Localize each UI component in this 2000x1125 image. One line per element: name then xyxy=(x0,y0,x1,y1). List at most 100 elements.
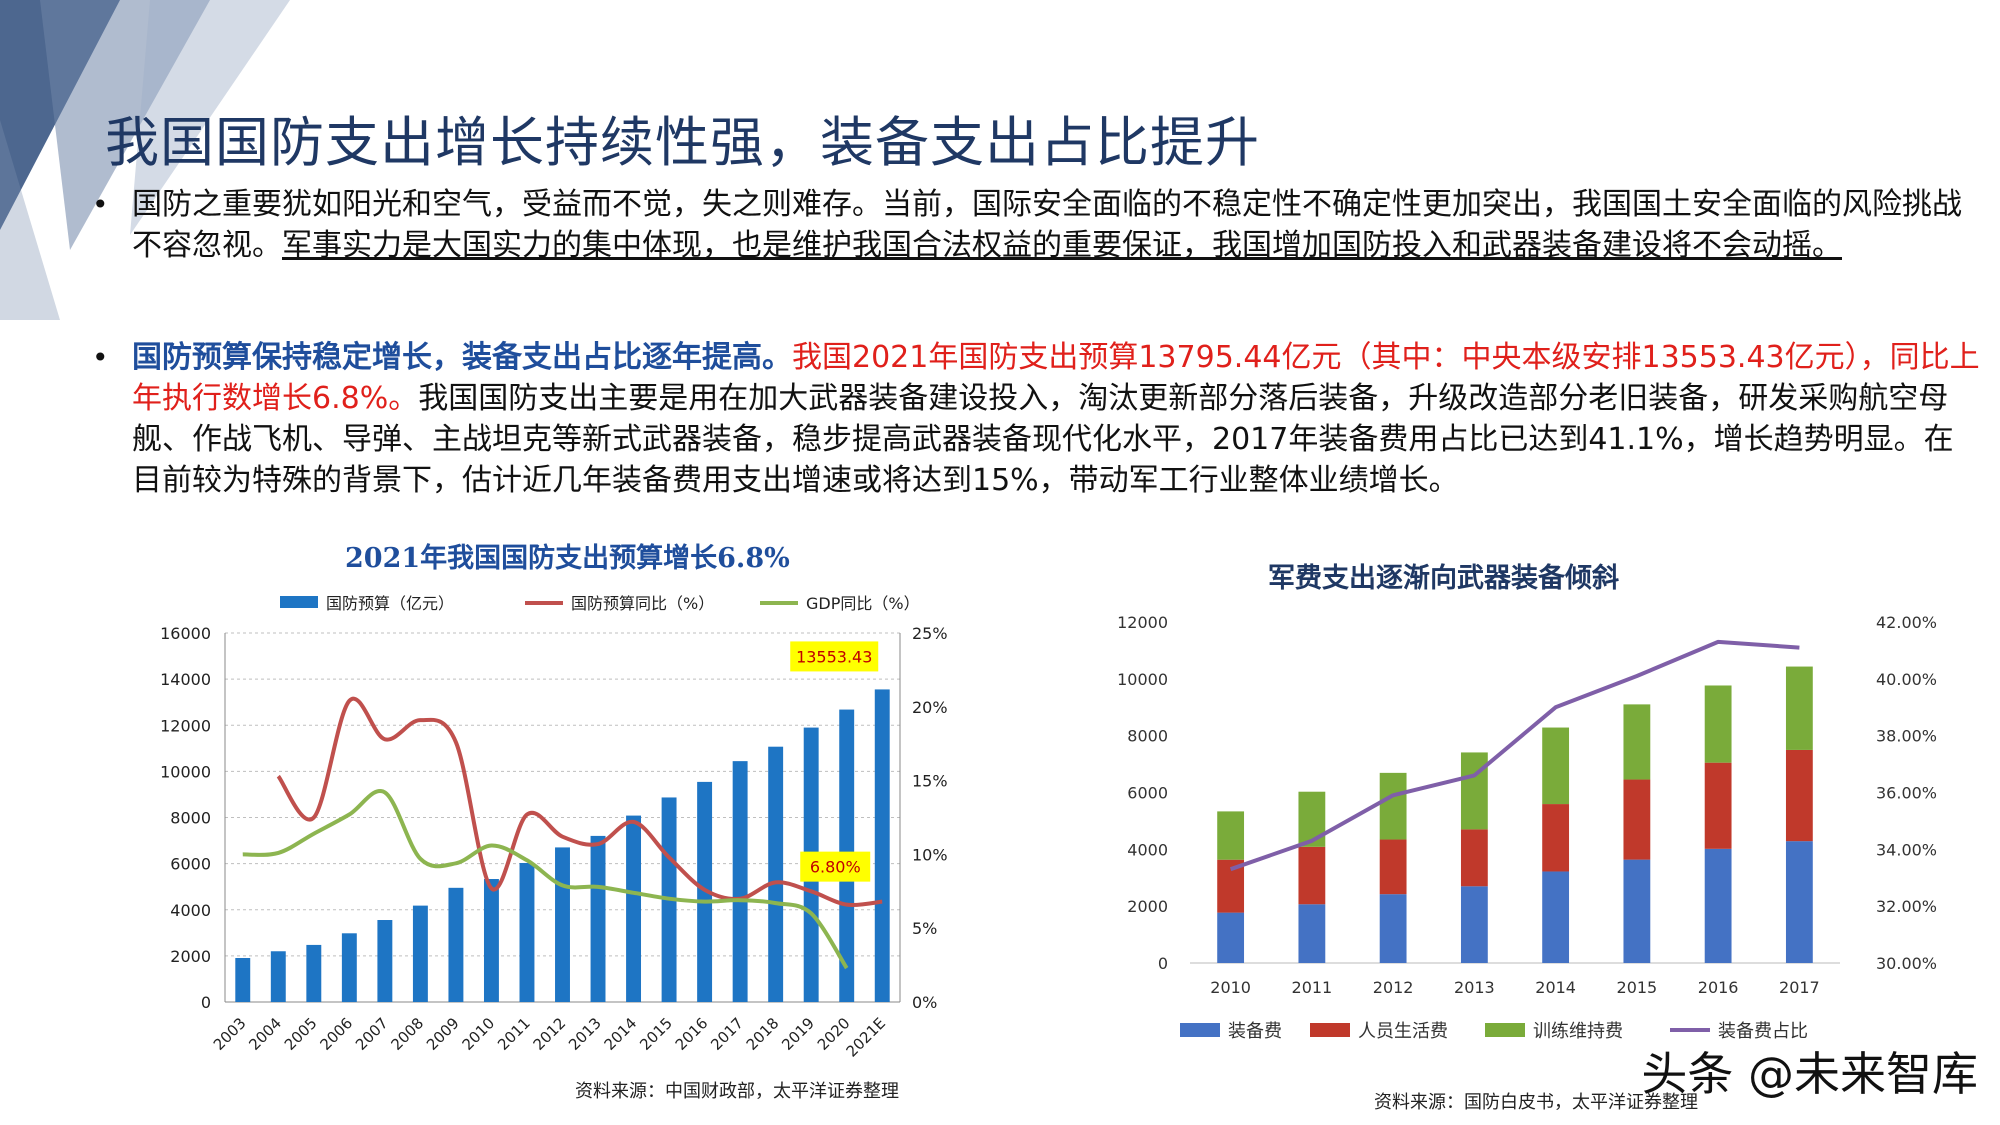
legend-label: 训练维持费 xyxy=(1533,1021,1623,1042)
y-left-tick-label: 2000 xyxy=(170,947,211,966)
training-bar-segment xyxy=(1217,811,1245,860)
x-tick-label: 2003 xyxy=(210,1014,250,1054)
y-right-tick-label: 10% xyxy=(912,845,948,864)
legend-swatch xyxy=(1180,1023,1220,1037)
x-tick-label: 2018 xyxy=(743,1014,783,1054)
x-tick-label: 2008 xyxy=(387,1014,427,1054)
y-left-tick-label: 12000 xyxy=(1117,613,1168,632)
y-left-tick-label: 0 xyxy=(201,993,211,1012)
legend-swatch xyxy=(1310,1023,1350,1037)
military-spending-structure-chart: 0 2000 4000 6000 8000 10000 12000 30.00% 32.00% 3… xyxy=(1117,613,1937,1042)
equipment-bar-segment xyxy=(1217,912,1245,963)
budget-bar xyxy=(341,933,357,1002)
y-right-tick-label: 25% xyxy=(912,624,948,643)
x-tick-label: 2013 xyxy=(565,1014,605,1054)
bullet-paragraph-2: • 国防预算保持稳定增长，装备支出占比逐年提高。我国2021年国防支出预算137… xyxy=(92,337,1982,501)
x-tick-label: 2007 xyxy=(352,1014,392,1054)
legend-label: 装备费占比 xyxy=(1718,1021,1808,1042)
personnel-bar-segment xyxy=(1785,749,1813,842)
training-bar-segment xyxy=(1623,704,1651,780)
x-tick-label: 2011 xyxy=(1292,978,1333,997)
x-tick-label: 2014 xyxy=(1535,978,1576,997)
equipment-bar-segment xyxy=(1704,848,1732,963)
x-tick-label: 2021E xyxy=(843,1014,889,1060)
budget-bar xyxy=(626,815,642,1002)
x-tick-label: 2011 xyxy=(494,1014,534,1054)
watermark: 头条 @未来智库 xyxy=(1641,1047,1978,1101)
x-tick-label: 2010 xyxy=(1210,978,1251,997)
x-tick-label: 2006 xyxy=(316,1014,356,1054)
equipment-share-line xyxy=(1229,639,1800,872)
bullet-paragraph-1: • 国防之重要犹如阳光和空气，受益而不觉，失之则难存。当前，国际安全面临的不稳定… xyxy=(92,184,1982,266)
y-right-tick-label: 32.00% xyxy=(1876,897,1937,916)
legend-label: 人员生活费 xyxy=(1358,1021,1448,1042)
x-tick-label: 2009 xyxy=(423,1014,463,1054)
y-left-tick-label: 4000 xyxy=(170,901,211,920)
legend-label: 国防预算（亿元） xyxy=(326,594,454,613)
budget-bar xyxy=(377,920,393,1002)
chart-2-source: 资料来源：国防白皮书，太平洋证券整理 xyxy=(1374,1092,1698,1113)
legend-label: 国防预算同比（%） xyxy=(571,594,714,613)
x-tick-label: 2012 xyxy=(530,1014,570,1054)
y-right-tick-label: 20% xyxy=(912,698,948,717)
personnel-bar-segment xyxy=(1704,762,1732,849)
paragraph-2-heading: 国防预算保持稳定增长，装备支出占比逐年提高。 xyxy=(132,340,792,375)
x-tick-label: 2016 xyxy=(672,1014,712,1054)
y-right-tick-label: 0% xyxy=(912,993,937,1012)
x-tick-label: 2013 xyxy=(1454,978,1495,997)
y-left-tick-label: 12000 xyxy=(160,716,211,735)
chart-1-source: 资料来源：中国财政部，太平洋证券整理 xyxy=(575,1081,899,1102)
personnel-bar-segment xyxy=(1379,839,1407,895)
equipment-bar-segment xyxy=(1298,904,1326,963)
data-label-growth-2021: 6.80% xyxy=(810,858,861,877)
budget-bar xyxy=(555,847,570,1002)
training-bar-segment xyxy=(1704,685,1732,763)
y-left-tick-label: 4000 xyxy=(1127,840,1168,859)
paragraph-1-text-b: 军事实力是大国实力的集中体现，也是维护我国合法权益的重要保证，我国增加国防投入和… xyxy=(282,228,1842,263)
chart-2-title: 军费支出逐渐向武器装备倾斜 xyxy=(1268,563,1619,594)
personnel-bar-segment xyxy=(1298,846,1326,905)
y-right-tick-label: 38.00% xyxy=(1876,727,1937,746)
gdp-growth-line xyxy=(242,788,849,970)
training-bar-segment xyxy=(1785,666,1813,750)
y-right-tick-label: 30.00% xyxy=(1876,954,1937,973)
legend-label: 装备费 xyxy=(1228,1021,1282,1042)
y-right-tick-label: 42.00% xyxy=(1876,613,1937,632)
personnel-bar-segment xyxy=(1542,804,1570,872)
x-tick-label: 2017 xyxy=(1779,978,1820,997)
equipment-bar-segment xyxy=(1542,871,1570,963)
budget-bar xyxy=(519,862,535,1002)
x-tick-label: 2016 xyxy=(1698,978,1739,997)
budget-bar xyxy=(306,944,322,1002)
x-tick-label: 2015 xyxy=(1617,978,1658,997)
legend-label: GDP同比（%） xyxy=(806,594,920,613)
y-right-tick-label: 40.00% xyxy=(1876,670,1937,689)
legend-swatch xyxy=(1485,1023,1525,1037)
y-left-tick-label: 6000 xyxy=(1127,784,1168,803)
budget-bar xyxy=(590,835,606,1002)
x-tick-label: 2017 xyxy=(707,1014,747,1054)
budget-bar xyxy=(412,905,428,1002)
corner-decoration xyxy=(0,0,290,320)
budget-bar xyxy=(874,689,890,1002)
x-tick-label: 2019 xyxy=(778,1014,818,1054)
bullet-marker: • xyxy=(92,188,109,221)
y-left-tick-label: 8000 xyxy=(1127,727,1168,746)
equipment-bar-segment xyxy=(1460,886,1488,963)
chart-1-title: 2021年我国国防支出预算增长6.8% xyxy=(345,543,790,574)
defense-budget-chart: 0 2000 4000 6000 8000 10000 12000 14000 16000 0% 5… xyxy=(160,594,948,1061)
budget-growth-line xyxy=(276,696,883,907)
x-tick-label: 2012 xyxy=(1373,978,1414,997)
callout-box xyxy=(800,851,871,882)
training-bar-segment xyxy=(1379,772,1407,840)
paragraph-1-text-a: 国防之重要犹如阳光和空气，受益而不觉，失之则难存。当前，国际安全面临的不稳定性不… xyxy=(132,187,1962,263)
personnel-bar-segment xyxy=(1460,829,1488,887)
paragraph-2-highlight: 我国2021年国防支出预算13795.44亿元（其中：中央本级安排13553.4… xyxy=(132,340,1980,416)
equipment-bar-segment xyxy=(1379,894,1407,963)
budget-bar xyxy=(270,951,286,1002)
budget-bar xyxy=(448,887,464,1002)
budget-bar xyxy=(768,746,784,1002)
bullet-marker: • xyxy=(92,341,109,374)
budget-bar xyxy=(732,761,748,1002)
y-left-tick-label: 6000 xyxy=(170,855,211,874)
